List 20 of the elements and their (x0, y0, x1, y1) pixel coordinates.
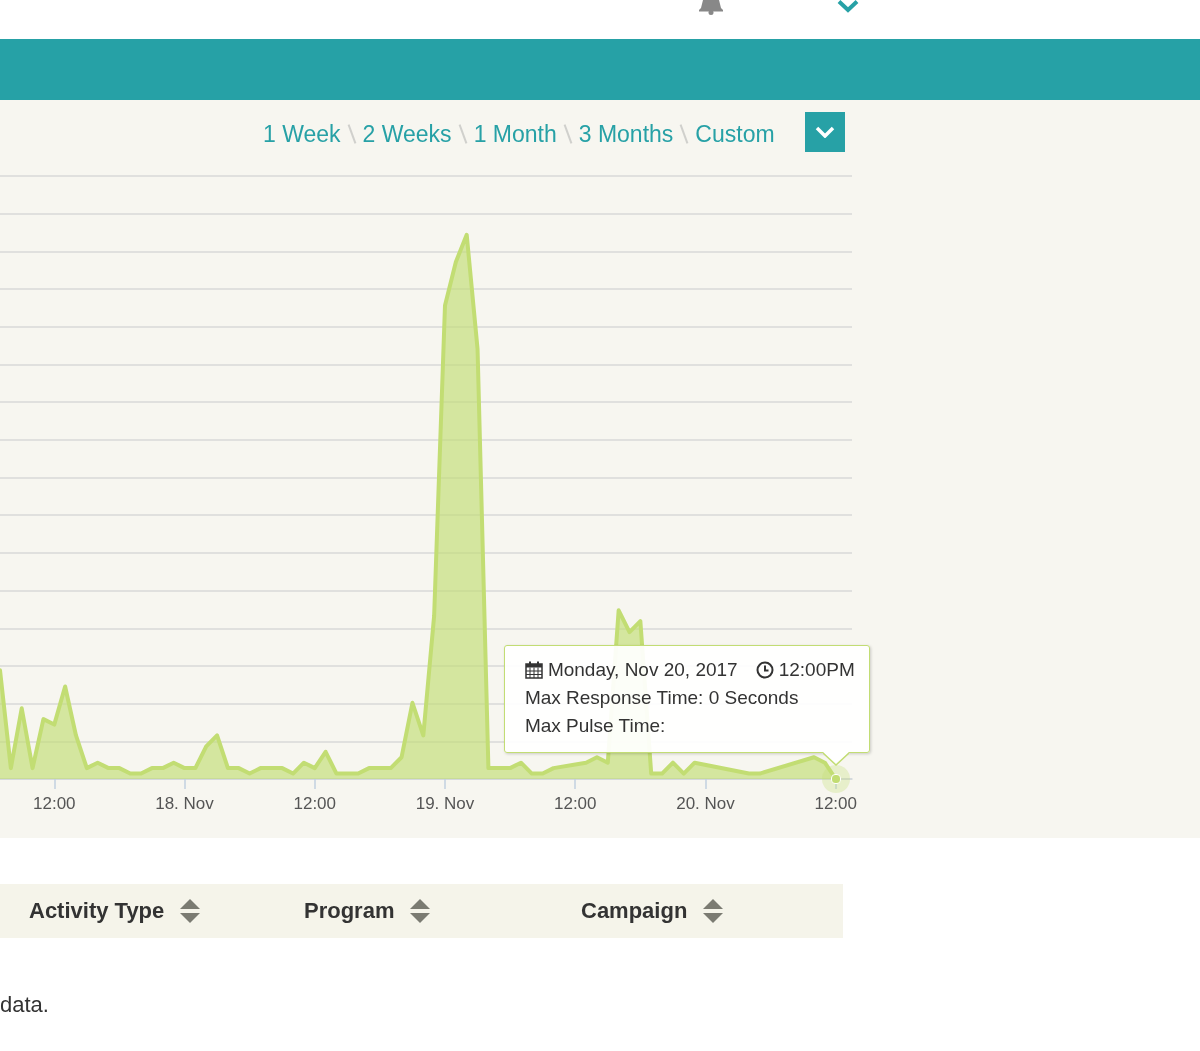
text: 1 Week (263, 120, 341, 148)
x-tick-label: 12:00 (293, 794, 337, 813)
text: 3 Months (578, 120, 674, 148)
annotation: Monday, Nov 20, 2017 (547, 658, 738, 682)
x-tick-label: 19. Nov (415, 794, 475, 813)
x-tick-label: 12:00 (32, 794, 76, 813)
x-tick-label: 20. Nov (676, 794, 736, 813)
x-tick-label: 18. Nov (155, 794, 215, 813)
annotation: Max Response Time: 0 Seconds (524, 686, 800, 710)
text: Custom (695, 120, 775, 148)
x-tick-label: 12:00 (553, 794, 597, 813)
x-tick-label: 12:00 (814, 794, 857, 813)
text: 2 Weeks (362, 120, 452, 148)
text: Activity Type (29, 898, 165, 924)
text: 1 Month (473, 120, 557, 148)
annotation: Max Pulse Time: (524, 714, 667, 738)
text: Campaign (581, 898, 688, 924)
annotation: 12:00PM (778, 658, 855, 682)
text: Program (304, 898, 395, 924)
text: data. (0, 992, 49, 1018)
